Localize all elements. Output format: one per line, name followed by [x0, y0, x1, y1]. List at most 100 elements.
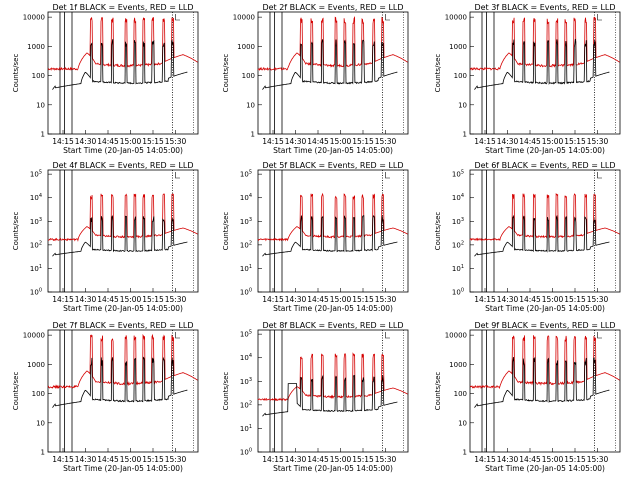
y-tick-exponent: 4 — [461, 193, 464, 199]
x-tick-label: 15:00 — [120, 295, 142, 304]
x-tick-label: 14:45 — [97, 295, 119, 304]
y-tick-label: 1 — [463, 449, 467, 457]
x-tick-label: 15:00 — [542, 455, 564, 464]
y-tick-label: 1000 — [449, 43, 467, 51]
x-axis-label: Start Time (20-Jan-05 14:05:00) — [63, 304, 183, 313]
y-tick-label: 10 — [36, 101, 45, 109]
x-axis-label: Start Time (20-Jan-05 14:05:00) — [273, 146, 393, 155]
y-tick-label: 103 — [240, 377, 252, 386]
y-tick-label: 1000 — [27, 361, 45, 369]
y-tick-exponent: 2 — [461, 240, 464, 246]
x-tick-label: 14:30 — [75, 455, 97, 464]
x-tick-label: 15:15 — [564, 295, 586, 304]
x-tick-label: 15:15 — [564, 455, 586, 464]
x-tick-label: 15:30 — [375, 137, 397, 146]
detector-panel: Det 8f BLACK = Events, RED = LLD 14:15 14:… — [222, 321, 409, 473]
y-tick-label: 100 — [32, 390, 45, 398]
y-tick-label: 1 — [463, 131, 467, 139]
y-tick-exponent: 3 — [249, 217, 252, 223]
y-tick-label: 104 — [452, 193, 464, 202]
y-tick-exponent: 3 — [39, 217, 42, 223]
x-axis-label: Start Time (20-Jan-05 14:05:00) — [273, 304, 393, 313]
y-tick-exponent: 0 — [249, 448, 252, 454]
y-tick-label: 10000 — [233, 14, 255, 22]
y-tick-label: 1 — [41, 131, 45, 139]
y-tick-exponent: 1 — [39, 264, 42, 270]
y-tick-label: 101 — [240, 264, 252, 273]
series-line-lld — [47, 16, 198, 71]
y-tick-label: 100 — [242, 72, 255, 80]
y-tick-exponent: 5 — [249, 330, 252, 336]
y-tick-exponent: 0 — [39, 288, 42, 294]
series-line-events — [474, 357, 610, 408]
y-tick-label: 1 — [41, 449, 45, 457]
x-tick-label: 15:30 — [165, 137, 187, 146]
panel-title: Det 3f BLACK = Events, RED = LLD — [474, 3, 615, 12]
series-line-events — [52, 38, 188, 90]
y-axis-label: Counts/sec — [434, 54, 442, 93]
x-tick-label: 14:15 — [474, 295, 496, 304]
x-tick-label: 15:15 — [352, 137, 374, 146]
panel-title: Det 8f BLACK = Events, RED = LLD — [262, 321, 403, 330]
x-axis-label: Start Time (20-Jan-05 14:05:00) — [273, 464, 393, 473]
marker-bracket — [175, 172, 180, 179]
x-tick-label: 14:15 — [52, 455, 74, 464]
y-tick-label: 104 — [240, 353, 252, 362]
y-tick-label: 102 — [452, 240, 464, 249]
x-tick-label: 14:15 — [262, 137, 284, 146]
series-line-lld — [469, 16, 620, 71]
x-tick-label: 14:15 — [52, 137, 74, 146]
y-tick-label: 100 — [452, 288, 464, 297]
y-tick-exponent: 0 — [249, 288, 252, 294]
series-line-lld — [469, 335, 620, 390]
y-tick-label: 105 — [30, 170, 42, 179]
x-tick-label: 14:15 — [474, 137, 496, 146]
panel-title: Det 1f BLACK = Events, RED = LLD — [52, 3, 193, 12]
series-line-events — [52, 215, 188, 257]
y-tick-label: 101 — [452, 264, 464, 273]
x-tick-label: 15:00 — [330, 455, 352, 464]
series-line-events — [262, 374, 398, 417]
plot-frame — [469, 169, 621, 293]
y-tick-label: 102 — [30, 240, 42, 249]
x-tick-label: 15:15 — [142, 295, 164, 304]
panel-title: Det 4f BLACK = Events, RED = LLD — [52, 161, 193, 170]
x-tick-label: 14:30 — [75, 295, 97, 304]
detector-panel: Det 2f BLACK = Events, RED = LLD 14:15 14:… — [222, 3, 409, 155]
y-tick-label: 100 — [454, 72, 467, 80]
y-tick-label: 10 — [458, 419, 467, 427]
plot-frame — [257, 169, 409, 293]
y-tick-exponent: 2 — [249, 240, 252, 246]
x-tick-label: 14:15 — [262, 455, 284, 464]
y-tick-label: 1000 — [237, 43, 255, 51]
x-tick-label: 15:30 — [587, 455, 609, 464]
x-tick-label: 14:45 — [307, 455, 329, 464]
series-line-lld — [47, 193, 198, 242]
y-tick-label: 10000 — [23, 14, 45, 22]
series-line-events — [262, 215, 398, 257]
x-tick-label: 15:00 — [120, 137, 142, 146]
y-tick-label: 104 — [240, 193, 252, 202]
y-tick-exponent: 3 — [461, 217, 464, 223]
y-tick-label: 103 — [452, 217, 464, 226]
x-tick-label: 14:45 — [307, 137, 329, 146]
y-tick-label: 105 — [240, 170, 252, 179]
x-tick-label: 14:15 — [262, 295, 284, 304]
y-tick-label: 102 — [240, 400, 252, 409]
panel-title: Det 2f BLACK = Events, RED = LLD — [262, 3, 403, 12]
y-tick-exponent: 1 — [249, 424, 252, 430]
x-tick-label: 14:45 — [519, 295, 541, 304]
x-axis-label: Start Time (20-Jan-05 14:05:00) — [63, 146, 183, 155]
y-tick-label: 1000 — [27, 43, 45, 51]
x-tick-label: 14:30 — [285, 295, 307, 304]
x-tick-label: 15:00 — [330, 295, 352, 304]
x-tick-label: 15:15 — [352, 295, 374, 304]
y-tick-label: 10000 — [445, 14, 467, 22]
x-axis-label: Start Time (20-Jan-05 14:05:00) — [485, 464, 605, 473]
y-axis-label: Counts/sec — [434, 372, 442, 411]
